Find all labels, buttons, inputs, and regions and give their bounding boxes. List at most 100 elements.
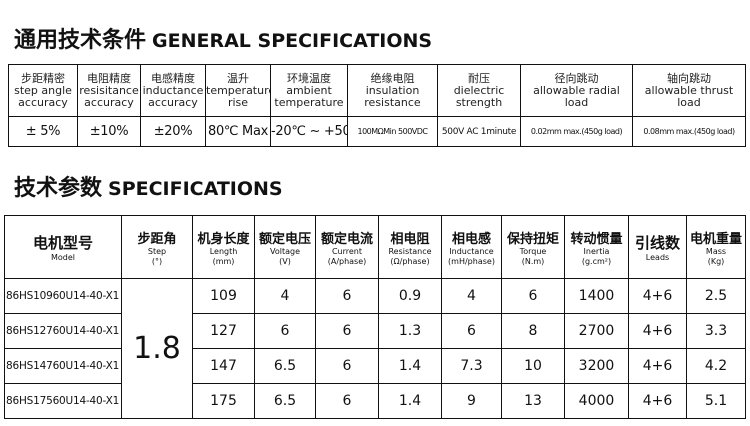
header-cell: 额定电压 Voltage (V) xyxy=(254,215,316,279)
header-zh: 径向跳动 xyxy=(554,71,599,85)
header-zh: 耐压 xyxy=(468,71,490,85)
value-cell: 4+6 xyxy=(628,348,687,384)
value-cell: 9 xyxy=(441,383,502,419)
header-zh: 步距角 xyxy=(137,231,177,247)
general-specs-title: 通用技术条件 GENERAL SPECIFICATIONS xyxy=(14,22,432,54)
header-en: step angle accuracy xyxy=(14,83,72,109)
value-cell: 6 xyxy=(254,313,316,349)
header-row: 步距精密 step angle accuracy 电阻精度 resisitance a… xyxy=(8,64,746,117)
header-zh: 电感精度 xyxy=(151,71,195,85)
specs-table: 电机型号 Model 步距角 Step (°) 机身长度 Length (mm) 额定电压 Vol… xyxy=(4,215,746,419)
header-en: Step xyxy=(147,246,167,256)
specs-title: 技术参数 SPECIFICATIONS xyxy=(14,170,283,202)
table-row: 86HS14760U14-40-X1 147 6.5 6 1.4 7.3 10 3200 4+6… xyxy=(4,348,746,384)
value-cell: 109 xyxy=(192,278,255,314)
value-cell: 4+6 xyxy=(628,313,687,349)
header-unit: (°) xyxy=(151,256,163,266)
header-zh: 引线数 xyxy=(634,233,680,252)
title-en: SPECIFICATIONS xyxy=(108,178,283,200)
header-cell: 转动惯量 Inertia (g.cm²) xyxy=(564,215,629,279)
value-cell: 4+6 xyxy=(628,383,687,419)
header-unit: (A/phase) xyxy=(327,256,367,266)
header-en: resisitance accuracy xyxy=(79,83,139,109)
header-zh: 电机型号 xyxy=(32,233,93,252)
header-cell: 额定电流 Current (A/phase) xyxy=(315,215,379,279)
value-cell: 5.1 xyxy=(686,383,746,419)
header-en: inductance accuracy xyxy=(142,83,204,109)
header-zh: 保持扭矩 xyxy=(506,231,559,247)
value-cell: 6 xyxy=(501,278,565,314)
value-cell: 175 xyxy=(192,383,255,419)
value-cell: 1.4 xyxy=(378,348,442,384)
value-cell: 3.3 xyxy=(686,313,746,349)
header-cell: 步距精密 step angle accuracy xyxy=(8,64,78,117)
title-zh: 技术参数 xyxy=(14,176,103,201)
header-en: temperature rise xyxy=(206,83,271,109)
header-cell: 电阻精度 resisitance accuracy xyxy=(77,64,141,117)
header-zh: 额定电流 xyxy=(320,231,373,247)
value-cell: 6 xyxy=(441,313,502,349)
header-zh: 轴向跳动 xyxy=(667,71,711,85)
header-cell: 机身长度 Length (mm) xyxy=(192,215,255,279)
header-en: Torque xyxy=(519,246,547,256)
header-unit: (mH/phase) xyxy=(448,256,495,266)
value-cell: 1.3 xyxy=(378,313,442,349)
header-cell: 环境温度 ambient temperature xyxy=(270,64,348,117)
header-unit: (N.m) xyxy=(521,256,545,266)
header-zh: 机身长度 xyxy=(197,231,250,247)
value-cell: 147 xyxy=(192,348,255,384)
value-cell: -20℃ ~ +50℃ xyxy=(270,116,348,147)
value-cell: 6 xyxy=(315,348,379,384)
header-en: Resistance xyxy=(388,246,432,256)
value-cell: ±20% xyxy=(140,116,206,147)
value-cell: 2.5 xyxy=(686,278,746,314)
header-cell: 相电阻 Resistance (Ω/phase) xyxy=(378,215,442,279)
header-unit: (mm) xyxy=(212,256,235,266)
value-cell: 3200 xyxy=(564,348,629,384)
model-cell: 86HS17560U14-40-X1 xyxy=(4,383,122,419)
value-cell: 1400 xyxy=(564,278,629,314)
value-cell: 4000 xyxy=(564,383,629,419)
table-row: 86HS12760U14-40-X1 127 6 6 1.3 6 8 2700 4+6 3.3 xyxy=(4,313,746,349)
value-cell: 127 xyxy=(192,313,255,349)
header-unit: (V) xyxy=(279,256,291,266)
header-cell: 耐压 dielectric strength xyxy=(437,64,521,117)
value-cell: 8 xyxy=(501,313,565,349)
header-zh: 步距精密 xyxy=(21,71,65,85)
header-cell: 轴向跳动 allowable thrust load xyxy=(632,64,746,117)
header-en: allowable thrust load xyxy=(644,83,734,109)
header-en: Leads xyxy=(645,252,670,262)
header-en: Length xyxy=(209,246,238,256)
value-cell: 7.3 xyxy=(441,348,502,384)
value-cell: 1.4 xyxy=(378,383,442,419)
header-en: insulation resistance xyxy=(364,83,421,109)
value-cell: 6.5 xyxy=(254,348,316,384)
header-en: dielectric strength xyxy=(453,83,505,109)
value-cell: 6 xyxy=(315,278,379,314)
value-cell: 100MΩMin 500VDC xyxy=(347,116,438,147)
header-cell: 径向跳动 allowable radial load xyxy=(520,64,633,117)
header-en: Voltage xyxy=(269,246,300,256)
header-en: ambient temperature xyxy=(274,83,344,109)
value-cell: 80℃ Max xyxy=(205,116,271,147)
header-cell: 电机型号 Model xyxy=(4,215,122,279)
value-cell: 4+6 xyxy=(628,278,687,314)
header-cell: 保持扭矩 Torque (N.m) xyxy=(501,215,565,279)
value-cell: 0.02mm max.(450g load) xyxy=(520,116,633,147)
value-cell: 500V AC 1minute xyxy=(437,116,521,147)
header-cell: 步距角 Step (°) xyxy=(121,215,193,279)
header-zh: 温升 xyxy=(227,71,249,85)
value-cell: 4 xyxy=(254,278,316,314)
title-en: GENERAL SPECIFICATIONS xyxy=(152,30,433,52)
value-cell: 10 xyxy=(501,348,565,384)
value-cell: 6.5 xyxy=(254,383,316,419)
value-cell: 0.08mm max.(450g load) xyxy=(632,116,746,147)
table-row: 86HS17560U14-40-X1 175 6.5 6 1.4 9 13 4000 4+6 5.… xyxy=(4,383,746,419)
header-cell: 绝缘电阻 insulation resistance xyxy=(347,64,438,117)
header-zh: 电机重量 xyxy=(689,231,742,247)
header-cell: 电感精度 inductance accuracy xyxy=(140,64,206,117)
value-cell: ±10% xyxy=(77,116,141,147)
value-row: ± 5%±10%±20%80℃ Max-20℃ ~ +50℃100MΩMin 5… xyxy=(8,116,746,147)
value-cell: 6 xyxy=(315,313,379,349)
header-en: Model xyxy=(50,252,76,262)
